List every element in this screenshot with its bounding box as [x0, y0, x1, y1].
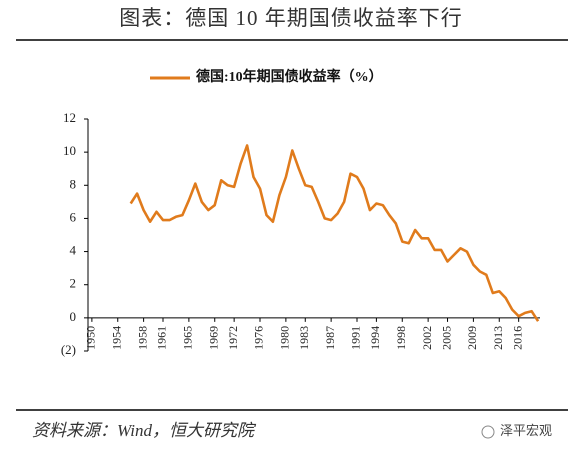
y-tick-label: 4: [70, 243, 77, 258]
x-tick-label: 1976: [252, 326, 266, 350]
x-tick-label: 1969: [206, 326, 220, 350]
y-tick-label: 6: [70, 209, 77, 224]
legend-label: 德国:10年期国债收益率（%）: [196, 68, 383, 85]
x-tick-label: 1987: [323, 326, 337, 350]
x-tick-label: 1965: [181, 326, 195, 350]
x-tick-label: 1950: [84, 326, 98, 350]
chart-title: 图表：德国 10 年期国债收益率下行: [119, 6, 463, 30]
x-tick-label: 2005: [439, 326, 453, 350]
source-note: 资料来源：Wind，恒大研究院: [32, 421, 257, 440]
x-tick-label: 1958: [135, 326, 149, 350]
x-tick-label: 1972: [226, 326, 240, 350]
y-tick-label: 0: [70, 309, 77, 324]
y-tick-label: (2): [61, 342, 76, 357]
y-tick-label: 8: [70, 176, 77, 191]
y-tick-label: 10: [63, 143, 76, 158]
watermark-icon: [481, 425, 495, 439]
x-tick-label: 2013: [491, 326, 505, 350]
x-tick-label: 2009: [465, 326, 479, 350]
x-tick-label: 1991: [349, 326, 363, 350]
x-tick-label: 1994: [368, 326, 382, 350]
x-tick-label: 1998: [394, 326, 408, 350]
x-tick-label: 1954: [109, 326, 123, 350]
x-tick-label: 1980: [278, 326, 292, 350]
y-tick-label: 2: [70, 276, 77, 291]
x-tick-label: 2016: [510, 326, 524, 350]
y-tick-label: 12: [63, 110, 76, 125]
watermark: 泽平宏观: [500, 423, 552, 438]
x-tick-label: 2002: [420, 326, 434, 350]
data-line: [129, 144, 540, 322]
x-tick-label: 1983: [297, 326, 311, 350]
x-tick-label: 1961: [155, 326, 169, 350]
